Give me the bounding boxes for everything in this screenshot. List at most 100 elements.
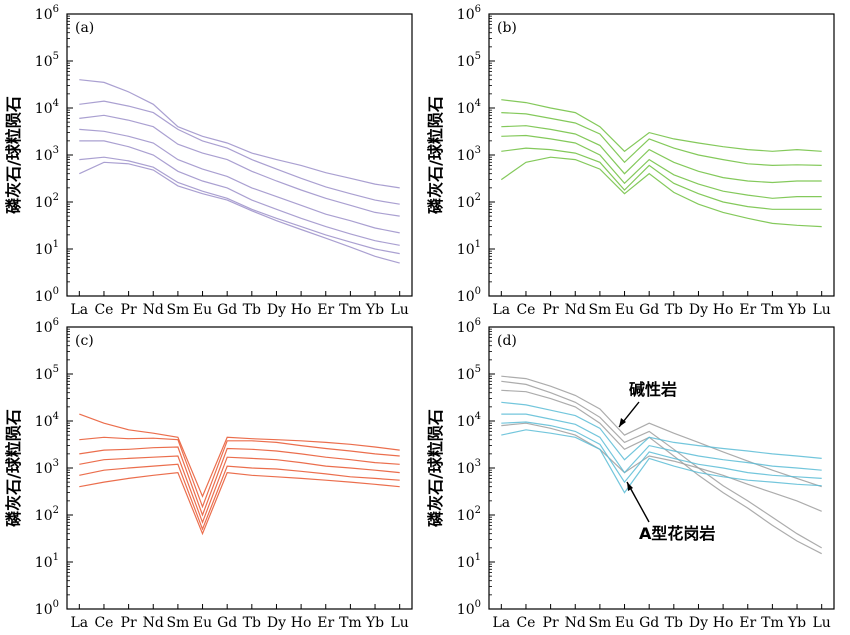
- y-tick-label: 101: [35, 239, 59, 258]
- x-tick-label: Er: [317, 302, 334, 318]
- x-tick-label: Nd: [143, 302, 164, 318]
- y-tick-exponent: 0: [53, 286, 59, 297]
- y-tick-exponent: 5: [475, 51, 481, 62]
- series-line-4: [79, 128, 400, 234]
- x-tick-label: Pr: [543, 615, 559, 631]
- y-tick-label: 104: [457, 411, 481, 430]
- y-tick-label: 106: [457, 4, 481, 23]
- y-tick-exponent: 6: [53, 4, 59, 15]
- y-tick-label: 106: [35, 4, 59, 23]
- x-tick-label: Yb: [365, 615, 384, 631]
- x-tick-label: La: [492, 302, 510, 318]
- y-tick-label: 103: [457, 458, 481, 477]
- y-tick-label: 102: [457, 192, 481, 211]
- y-tick-label: 104: [457, 98, 481, 117]
- arrowhead: [627, 482, 633, 491]
- x-tick-label: Dy: [689, 615, 708, 631]
- x-tick-label: Tb: [243, 615, 261, 631]
- plot-frame: [66, 13, 413, 297]
- y-tick-exponent: 6: [53, 317, 59, 328]
- series-line-2: [501, 112, 822, 167]
- y-tick-exponent: 0: [475, 286, 481, 297]
- y-tick-exponent: 2: [475, 192, 481, 203]
- x-tick-label: La: [70, 615, 88, 631]
- x-tick-label: Eu: [193, 615, 212, 631]
- x-tick-label: La: [492, 615, 510, 631]
- y-tick-label: 104: [35, 98, 59, 117]
- series-line-8: [501, 429, 822, 494]
- series-line-4: [501, 134, 822, 199]
- panel-label: (a): [75, 20, 94, 36]
- arrowhead: [619, 418, 626, 427]
- series-line-5: [79, 140, 400, 246]
- series-group: [79, 413, 400, 536]
- y-tick-exponent: 2: [53, 192, 59, 203]
- y-tick-exponent: 1: [53, 552, 59, 563]
- annotation-a-type-granite: A型花岗岩: [639, 524, 715, 543]
- y-tick-label: 102: [35, 505, 59, 524]
- series-line-4: [501, 422, 822, 512]
- y-tick-label: 100: [457, 286, 481, 305]
- x-tick-label: Lu: [391, 302, 409, 318]
- y-tick-exponent: 2: [475, 505, 481, 516]
- series-line-6: [79, 156, 400, 255]
- series-line-2: [501, 380, 822, 549]
- plot-frame: [488, 13, 835, 297]
- annotation-alkaline: 碱性岩: [629, 380, 677, 399]
- y-tick-label: 100: [457, 599, 481, 618]
- y-axis-title: 磷灰石/球粒陨石: [426, 409, 445, 527]
- y-tick-label: 101: [35, 552, 59, 571]
- plot-frame: [488, 326, 835, 610]
- x-tick-label: Tm: [339, 615, 362, 631]
- y-tick-label: 104: [35, 411, 59, 430]
- x-tick-label: Ho: [291, 302, 312, 318]
- x-tick-label: Tm: [339, 302, 362, 318]
- series-line-1: [79, 413, 400, 498]
- series-line-5: [501, 401, 822, 461]
- x-tick-label: Yb: [787, 615, 806, 631]
- y-tick-label: 105: [457, 51, 481, 70]
- x-tick-label: Nd: [565, 615, 586, 631]
- x-tick-label: Pr: [543, 302, 559, 318]
- series-line-7: [501, 421, 822, 484]
- y-tick-label: 105: [457, 364, 481, 383]
- y-tick-exponent: 1: [53, 239, 59, 250]
- x-tick-label: Ce: [94, 302, 113, 318]
- y-axis-title: 磷灰石/球粒陨石: [4, 409, 23, 527]
- x-tick-label: Lu: [813, 302, 831, 318]
- x-tick-label: Er: [317, 615, 334, 631]
- x-tick-label: Dy: [267, 615, 286, 631]
- y-axis-title: 磷灰石/球粒陨石: [4, 96, 23, 214]
- y-tick-exponent: 3: [475, 458, 481, 469]
- x-tick-label: Tm: [761, 615, 784, 631]
- x-tick-label: Sm: [166, 615, 189, 631]
- series-line-6: [79, 471, 400, 536]
- x-tick-label: Ce: [516, 302, 535, 318]
- x-tick-label: Er: [739, 615, 756, 631]
- y-tick-label: 102: [35, 192, 59, 211]
- x-tick-label: Nd: [143, 615, 164, 631]
- x-tick-label: Eu: [193, 302, 212, 318]
- x-tick-label: Eu: [615, 615, 634, 631]
- y-tick-exponent: 3: [53, 458, 59, 469]
- y-tick-label: 105: [35, 51, 59, 70]
- y-tick-exponent: 2: [53, 505, 59, 516]
- y-tick-exponent: 6: [475, 317, 481, 328]
- x-tick-label: Yb: [787, 302, 806, 318]
- y-tick-exponent: 3: [475, 145, 481, 156]
- x-tick-label: Ce: [94, 615, 113, 631]
- plot-frame: [66, 326, 413, 610]
- series-line-6: [501, 413, 822, 474]
- series-group: [500, 99, 822, 228]
- series-line-6: [500, 156, 822, 228]
- y-tick-label: 106: [457, 317, 481, 336]
- x-tick-label: Ho: [713, 615, 734, 631]
- x-tick-label: Er: [739, 302, 756, 318]
- y-tick-label: 100: [35, 599, 59, 618]
- x-tick-label: La: [70, 302, 88, 318]
